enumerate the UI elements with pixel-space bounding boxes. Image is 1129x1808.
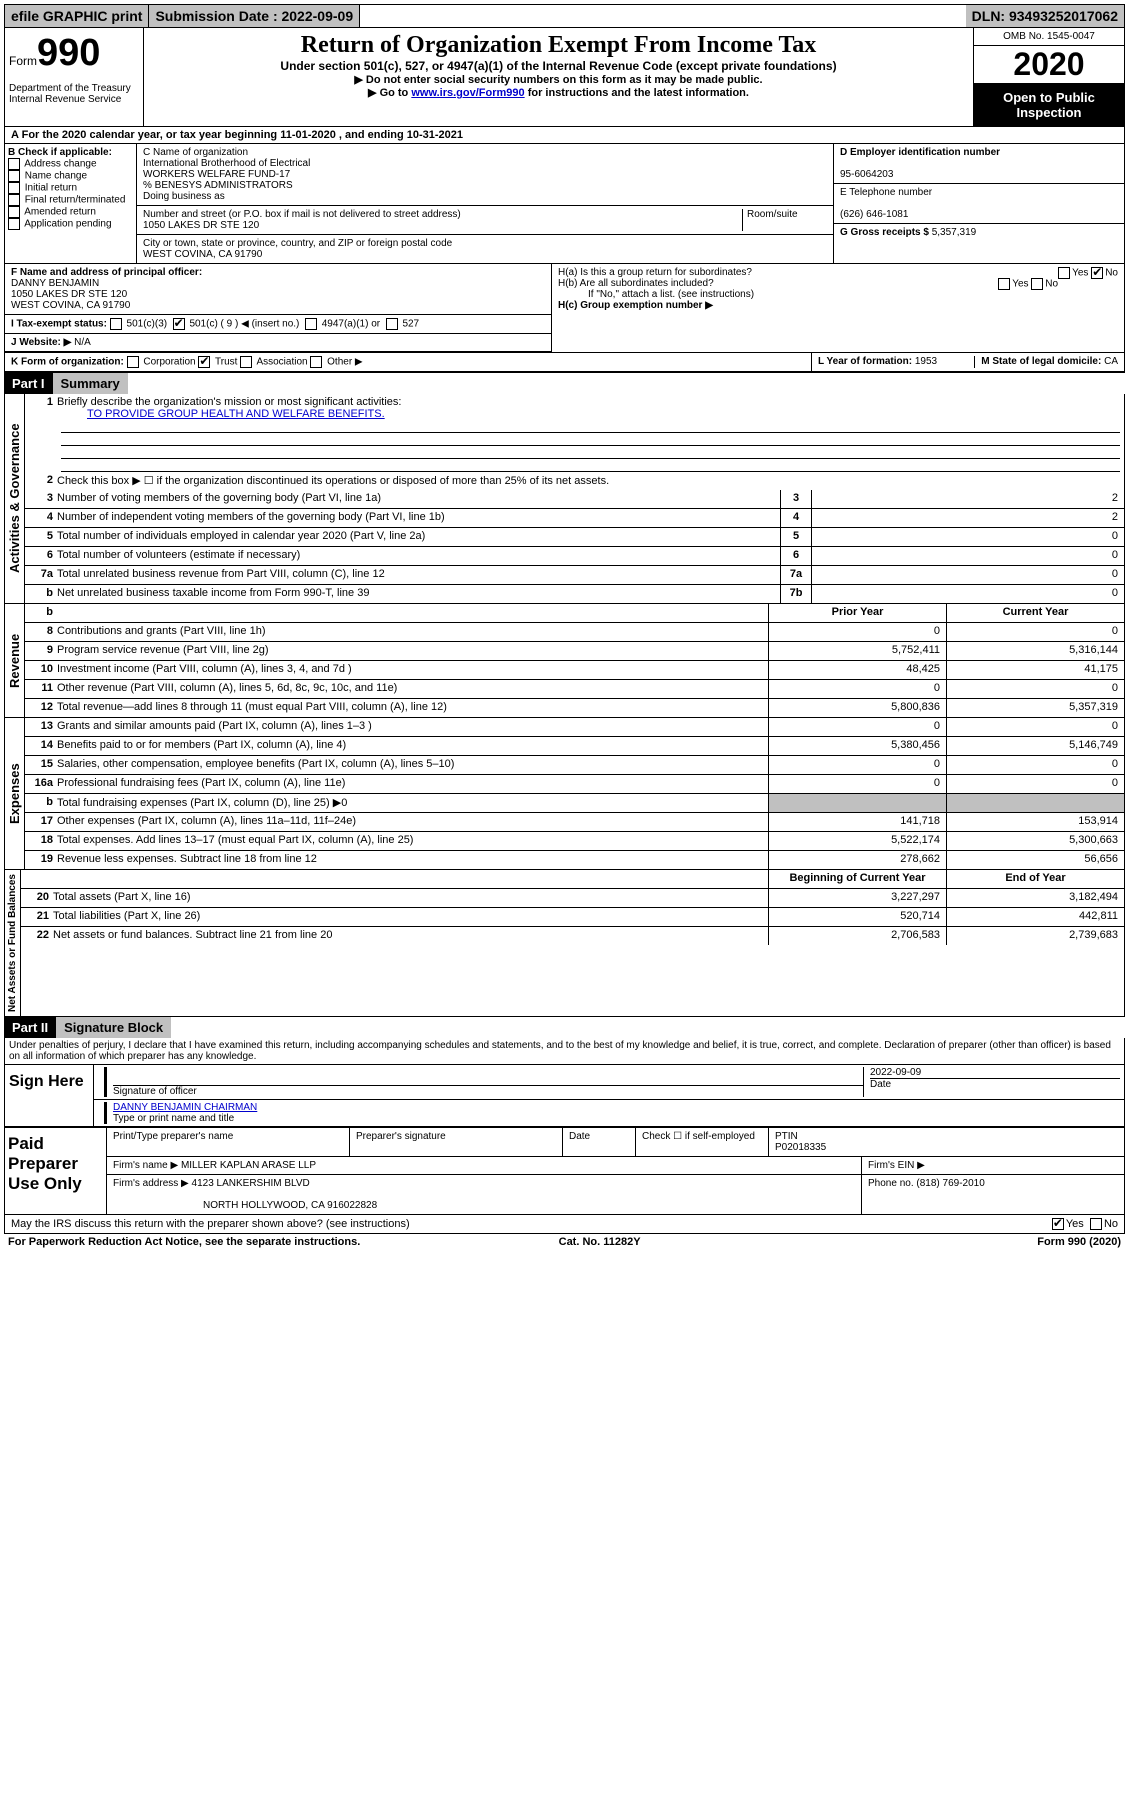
block-b: B Check if applicable: Address change Na… xyxy=(5,144,137,263)
part1-revenue: Revenue bPrior YearCurrent Year 8Contrib… xyxy=(4,604,1125,718)
label-revenue: Revenue xyxy=(5,604,25,717)
discuss-row: May the IRS discuss this return with the… xyxy=(4,1215,1125,1234)
cb-other[interactable] xyxy=(310,356,322,368)
header-left: Form990 Department of the Treasury Inter… xyxy=(5,28,144,126)
cb-initial[interactable] xyxy=(8,182,20,194)
block-right: D Employer identification number 95-6064… xyxy=(833,144,1124,263)
instruction-1: ▶ Do not enter social security numbers o… xyxy=(152,73,965,86)
tax-year: 2020 xyxy=(974,46,1124,84)
form-label: Form xyxy=(9,54,37,68)
cb-discuss-no[interactable] xyxy=(1090,1218,1102,1230)
officer-name: DANNY BENJAMIN CHAIRMAN xyxy=(113,1102,257,1113)
department: Department of the Treasury Internal Reve… xyxy=(9,83,139,105)
cb-pending[interactable] xyxy=(8,218,20,230)
part1-header: Part ISummary xyxy=(4,372,1125,394)
instruction-2: ▶ Go to www.irs.gov/Form990 for instruct… xyxy=(152,86,965,99)
cb-corp[interactable] xyxy=(127,356,139,368)
gross-receipts: 5,357,319 xyxy=(932,227,977,238)
label-netassets: Net Assets or Fund Balances xyxy=(5,870,21,1016)
ein: 95-6064203 xyxy=(840,169,893,180)
block-fh: F Name and address of principal officer:… xyxy=(4,264,1125,353)
cb-501c[interactable] xyxy=(173,318,185,330)
part2-header: Part IISignature Block xyxy=(4,1017,1125,1038)
cb-4947[interactable] xyxy=(305,318,317,330)
block-h: H(a) Is this a group return for subordin… xyxy=(552,264,1124,352)
footer: For Paperwork Reduction Act Notice, see … xyxy=(4,1234,1125,1250)
part1-expenses: Expenses 13Grants and similar amounts pa… xyxy=(4,718,1125,870)
sign-block: Sign Here Signature of officer 2022-09-0… xyxy=(4,1065,1125,1128)
block-c: C Name of organization International Bro… xyxy=(137,144,833,263)
cb-ha-no[interactable] xyxy=(1091,267,1103,279)
cb-501c3[interactable] xyxy=(110,318,122,330)
cb-ha-yes[interactable] xyxy=(1058,267,1070,279)
main-title: Return of Organization Exempt From Incom… xyxy=(152,32,965,59)
part1-governance: Activities & Governance 1 Briefly descri… xyxy=(4,394,1125,604)
perjury-statement: Under penalties of perjury, I declare th… xyxy=(4,1038,1125,1065)
part1-netassets: Net Assets or Fund Balances Beginning of… xyxy=(4,870,1125,1017)
cb-hb-yes[interactable] xyxy=(998,278,1010,290)
cb-assoc[interactable] xyxy=(240,356,252,368)
form-header: Form990 Department of the Treasury Inter… xyxy=(4,28,1125,127)
section-a-taxyear: A For the 2020 calendar year, or tax yea… xyxy=(4,127,1125,144)
submission-date: Submission Date : 2022-09-09 xyxy=(149,5,360,27)
omb-number: OMB No. 1545-0047 xyxy=(974,28,1124,46)
header-right: OMB No. 1545-0047 2020 Open to Public In… xyxy=(973,28,1124,126)
subtitle: Under section 501(c), 527, or 4947(a)(1)… xyxy=(152,59,965,73)
header-center: Return of Organization Exempt From Incom… xyxy=(144,28,973,126)
sign-here-label: Sign Here xyxy=(5,1065,94,1126)
entity-block: B Check if applicable: Address change Na… xyxy=(4,144,1125,264)
efile-label[interactable]: efile GRAPHIC print xyxy=(5,5,149,27)
form-number: 990 xyxy=(37,32,100,74)
cb-discuss-yes[interactable] xyxy=(1052,1218,1064,1230)
label-governance: Activities & Governance xyxy=(5,394,25,603)
cb-hb-no[interactable] xyxy=(1031,278,1043,290)
form990-link[interactable]: www.irs.gov/Form990 xyxy=(411,87,524,99)
cb-name-change[interactable] xyxy=(8,170,20,182)
cb-amended[interactable] xyxy=(8,206,20,218)
dln: DLN: 93493252017062 xyxy=(966,5,1124,27)
cb-address-change[interactable] xyxy=(8,158,20,170)
block-klm: K Form of organization: Corporation Trus… xyxy=(4,353,1125,372)
top-bar: efile GRAPHIC print Submission Date : 20… xyxy=(4,4,1125,28)
cb-final[interactable] xyxy=(8,194,20,206)
phone: (626) 646-1081 xyxy=(840,209,908,220)
mission: TO PROVIDE GROUP HEALTH AND WELFARE BENE… xyxy=(57,408,385,420)
open-public: Open to Public Inspection xyxy=(974,84,1124,126)
cb-527[interactable] xyxy=(386,318,398,330)
cb-trust[interactable] xyxy=(198,356,210,368)
paid-preparer: Paid Preparer Use Only Print/Type prepar… xyxy=(4,1128,1125,1215)
label-expenses: Expenses xyxy=(5,718,25,869)
